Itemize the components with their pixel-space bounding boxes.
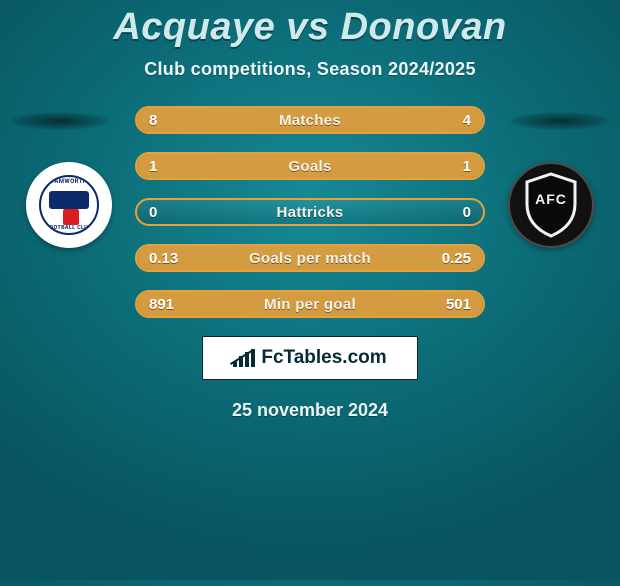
stat-row: 1Goals1 [135, 152, 485, 180]
stat-left-value: 0 [137, 204, 197, 221]
snapshot-date: 25 november 2024 [0, 400, 620, 421]
stat-right-value: 0.25 [423, 250, 483, 267]
brand-text: FcTables.com [261, 347, 386, 369]
stat-rows: 8Matches4 1Goals1 0Hattricks0 0.13Goals per… [135, 106, 485, 318]
club-badge-right: AFC [508, 162, 594, 248]
stat-label: Goals [197, 158, 423, 175]
subtitle: Club competitions, Season 2024/2025 [0, 59, 620, 80]
stat-left-value: 0.13 [137, 250, 197, 267]
stat-label: Goals per match [197, 250, 423, 267]
stat-row: 0Hattricks0 [135, 198, 485, 226]
stat-left-value: 891 [137, 296, 197, 313]
stat-right-value: 0 [423, 204, 483, 221]
stat-row: 891Min per goal501 [135, 290, 485, 318]
stat-right-value: 4 [423, 112, 483, 129]
club-badge-left: TAMWORTH FOOTBALL CLUB [26, 162, 112, 248]
stat-label: Min per goal [197, 296, 423, 313]
brand-chart-icon [233, 349, 255, 367]
svg-text:AFC: AFC [535, 191, 567, 207]
brand-badge: FcTables.com [202, 336, 418, 380]
stat-label: Hattricks [197, 204, 423, 221]
crest-left-bottom-text: FOOTBALL CLUB [41, 225, 97, 231]
player-shadow-right [510, 112, 610, 130]
stat-row: 8Matches4 [135, 106, 485, 134]
crest-left-top-text: TAMWORTH [41, 178, 97, 185]
crest-right: AFC [521, 170, 581, 240]
stat-left-value: 8 [137, 112, 197, 129]
stat-row: 0.13Goals per match0.25 [135, 244, 485, 272]
stat-right-value: 501 [423, 296, 483, 313]
stat-right-value: 1 [423, 158, 483, 175]
page-title: Acquaye vs Donovan [0, 6, 620, 49]
crest-left: TAMWORTH FOOTBALL CLUB [39, 175, 99, 235]
stat-label: Matches [197, 112, 423, 129]
comparison-stage: TAMWORTH FOOTBALL CLUB AFC 8Matches41Goa… [0, 106, 620, 318]
player-shadow-left [10, 112, 110, 130]
stat-left-value: 1 [137, 158, 197, 175]
